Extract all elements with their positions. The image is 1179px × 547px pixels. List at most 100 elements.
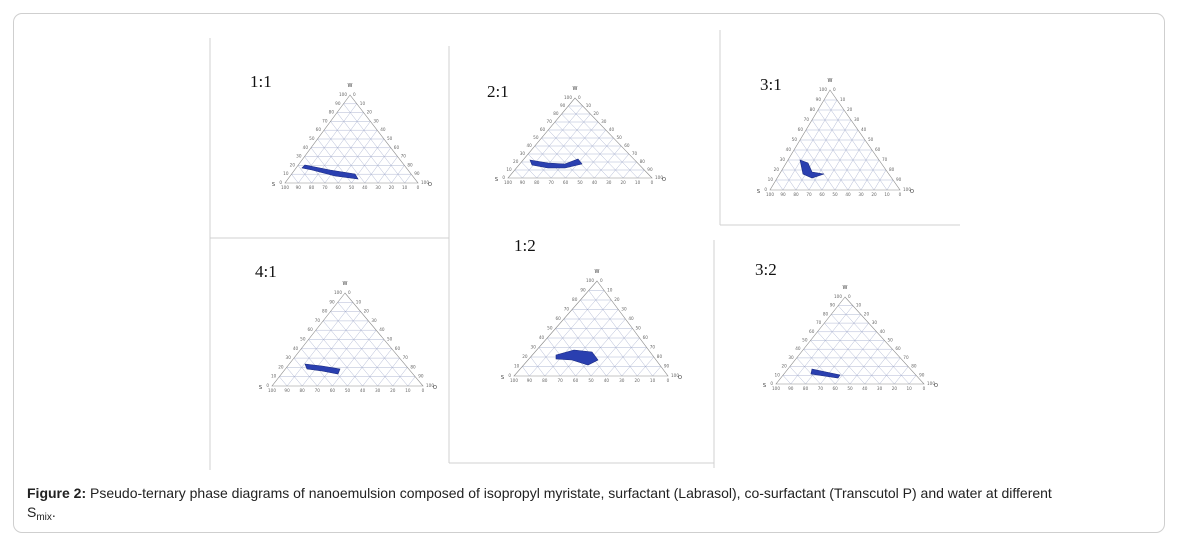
- tick-label: 100: [772, 386, 780, 391]
- grid-line: [849, 340, 885, 385]
- tick-label: 10: [775, 372, 781, 377]
- tick-label: 80: [640, 159, 646, 164]
- nanoemulsion-region: [799, 159, 825, 179]
- axis-label-oil: O: [433, 385, 437, 391]
- smix-ratio-label: 1:1: [250, 72, 272, 91]
- tick-label: 10: [405, 388, 411, 393]
- caption-subscript: mix: [36, 512, 52, 523]
- grid-line: [377, 156, 398, 184]
- axis-label-oil: O: [662, 177, 666, 183]
- tick-label: 70: [564, 307, 570, 312]
- grid-line: [538, 347, 561, 377]
- tick-label: 80: [793, 192, 799, 197]
- tick-label: 80: [534, 180, 540, 185]
- tick-label: 60: [330, 388, 336, 393]
- tick-label: 20: [367, 110, 373, 115]
- grid-line: [522, 366, 530, 377]
- tick-label: 20: [847, 107, 853, 112]
- grid-line: [308, 339, 348, 387]
- grid-line: [337, 302, 409, 387]
- axis-label-smix: S: [757, 189, 760, 195]
- tick-label: 40: [526, 143, 532, 148]
- tick-label: 90: [527, 378, 533, 383]
- tick-label: 60: [394, 145, 400, 150]
- grid-line: [795, 109, 845, 191]
- grid-line: [544, 299, 612, 377]
- axis-label-smix: S: [259, 385, 262, 391]
- tick-label: 20: [389, 185, 395, 190]
- tick-label: 30: [296, 154, 302, 159]
- tick-label: 100: [927, 381, 935, 386]
- tick-label: 60: [819, 192, 825, 197]
- tick-label: 60: [798, 127, 804, 132]
- tick-label: 40: [303, 145, 309, 150]
- tick-label: 30: [606, 180, 612, 185]
- tick-label: 100: [655, 175, 663, 180]
- tick-label: 0: [502, 175, 505, 180]
- tick-label: 80: [407, 162, 413, 167]
- tick-label: 40: [539, 335, 545, 340]
- tick-label: 20: [290, 162, 296, 167]
- tick-label: 60: [875, 147, 881, 152]
- tick-label: 70: [632, 151, 638, 156]
- tick-label: 100: [586, 278, 594, 283]
- tick-label: 40: [862, 386, 868, 391]
- tick-label: 40: [604, 378, 610, 383]
- tick-label: 80: [572, 297, 578, 302]
- ternary-panel: 100 90 80 70 60 50 40 30 20 10 0100908070605040302…: [757, 75, 914, 197]
- tick-label: 10: [586, 103, 592, 108]
- tick-label: 40: [360, 388, 366, 393]
- tick-label: 40: [861, 127, 867, 132]
- tick-label: 20: [892, 386, 898, 391]
- tick-label: 60: [336, 185, 342, 190]
- grid-line: [834, 139, 866, 191]
- tick-label: 80: [300, 388, 306, 393]
- grid-line: [831, 314, 895, 385]
- triangle-outline: [775, 296, 925, 385]
- tick-label: 10: [768, 177, 774, 182]
- grid-line: [837, 305, 910, 385]
- axis-label-oil: O: [910, 189, 914, 195]
- grid-line: [554, 121, 609, 179]
- tick-label: 30: [621, 307, 627, 312]
- ternary-panel: 100 90 80 70 60 50 40 30 20 10 0100908070605040302…: [255, 262, 437, 393]
- tick-label: 90: [284, 388, 290, 393]
- grid-line: [561, 113, 624, 179]
- tick-label: 30: [858, 192, 864, 197]
- tick-label: 90: [830, 303, 836, 308]
- axis-label-oil: O: [428, 182, 432, 188]
- tick-label: 10: [635, 180, 641, 185]
- ternary-panel: 100 90 80 70 60 50 40 30 20 10 0100908070605040302…: [755, 260, 938, 391]
- tick-label: 50: [309, 136, 315, 141]
- tick-label: 70: [403, 355, 409, 360]
- grid-line: [317, 320, 369, 387]
- tick-label: 50: [636, 326, 642, 331]
- tick-label: 0: [770, 381, 773, 386]
- axis-label-smix: S: [501, 375, 504, 381]
- scan-borders: [209, 30, 960, 470]
- tick-label: 30: [531, 345, 537, 350]
- tick-label: 50: [802, 338, 808, 343]
- tick-label: 80: [329, 110, 335, 115]
- smix-ratio-label: 1:2: [514, 236, 536, 255]
- tick-label: 80: [823, 311, 829, 316]
- grid-line: [796, 357, 821, 385]
- grid-line: [298, 103, 357, 184]
- tick-label: 100: [819, 87, 827, 92]
- tick-label: 40: [786, 147, 792, 152]
- tick-label: 70: [818, 386, 824, 391]
- tick-label: 100: [766, 192, 774, 197]
- grid-line: [302, 311, 361, 387]
- tick-label: 50: [387, 136, 393, 141]
- tick-label: 50: [868, 137, 874, 142]
- tick-label: 60: [643, 335, 649, 340]
- grid-line: [775, 179, 784, 191]
- tick-label: 100: [834, 294, 842, 299]
- grid-line: [279, 376, 288, 387]
- grid-line: [823, 99, 888, 191]
- tick-label: 90: [896, 177, 902, 182]
- tick-label: 20: [364, 309, 370, 314]
- tick-label: 10: [360, 101, 366, 106]
- tick-label: 100: [510, 378, 518, 383]
